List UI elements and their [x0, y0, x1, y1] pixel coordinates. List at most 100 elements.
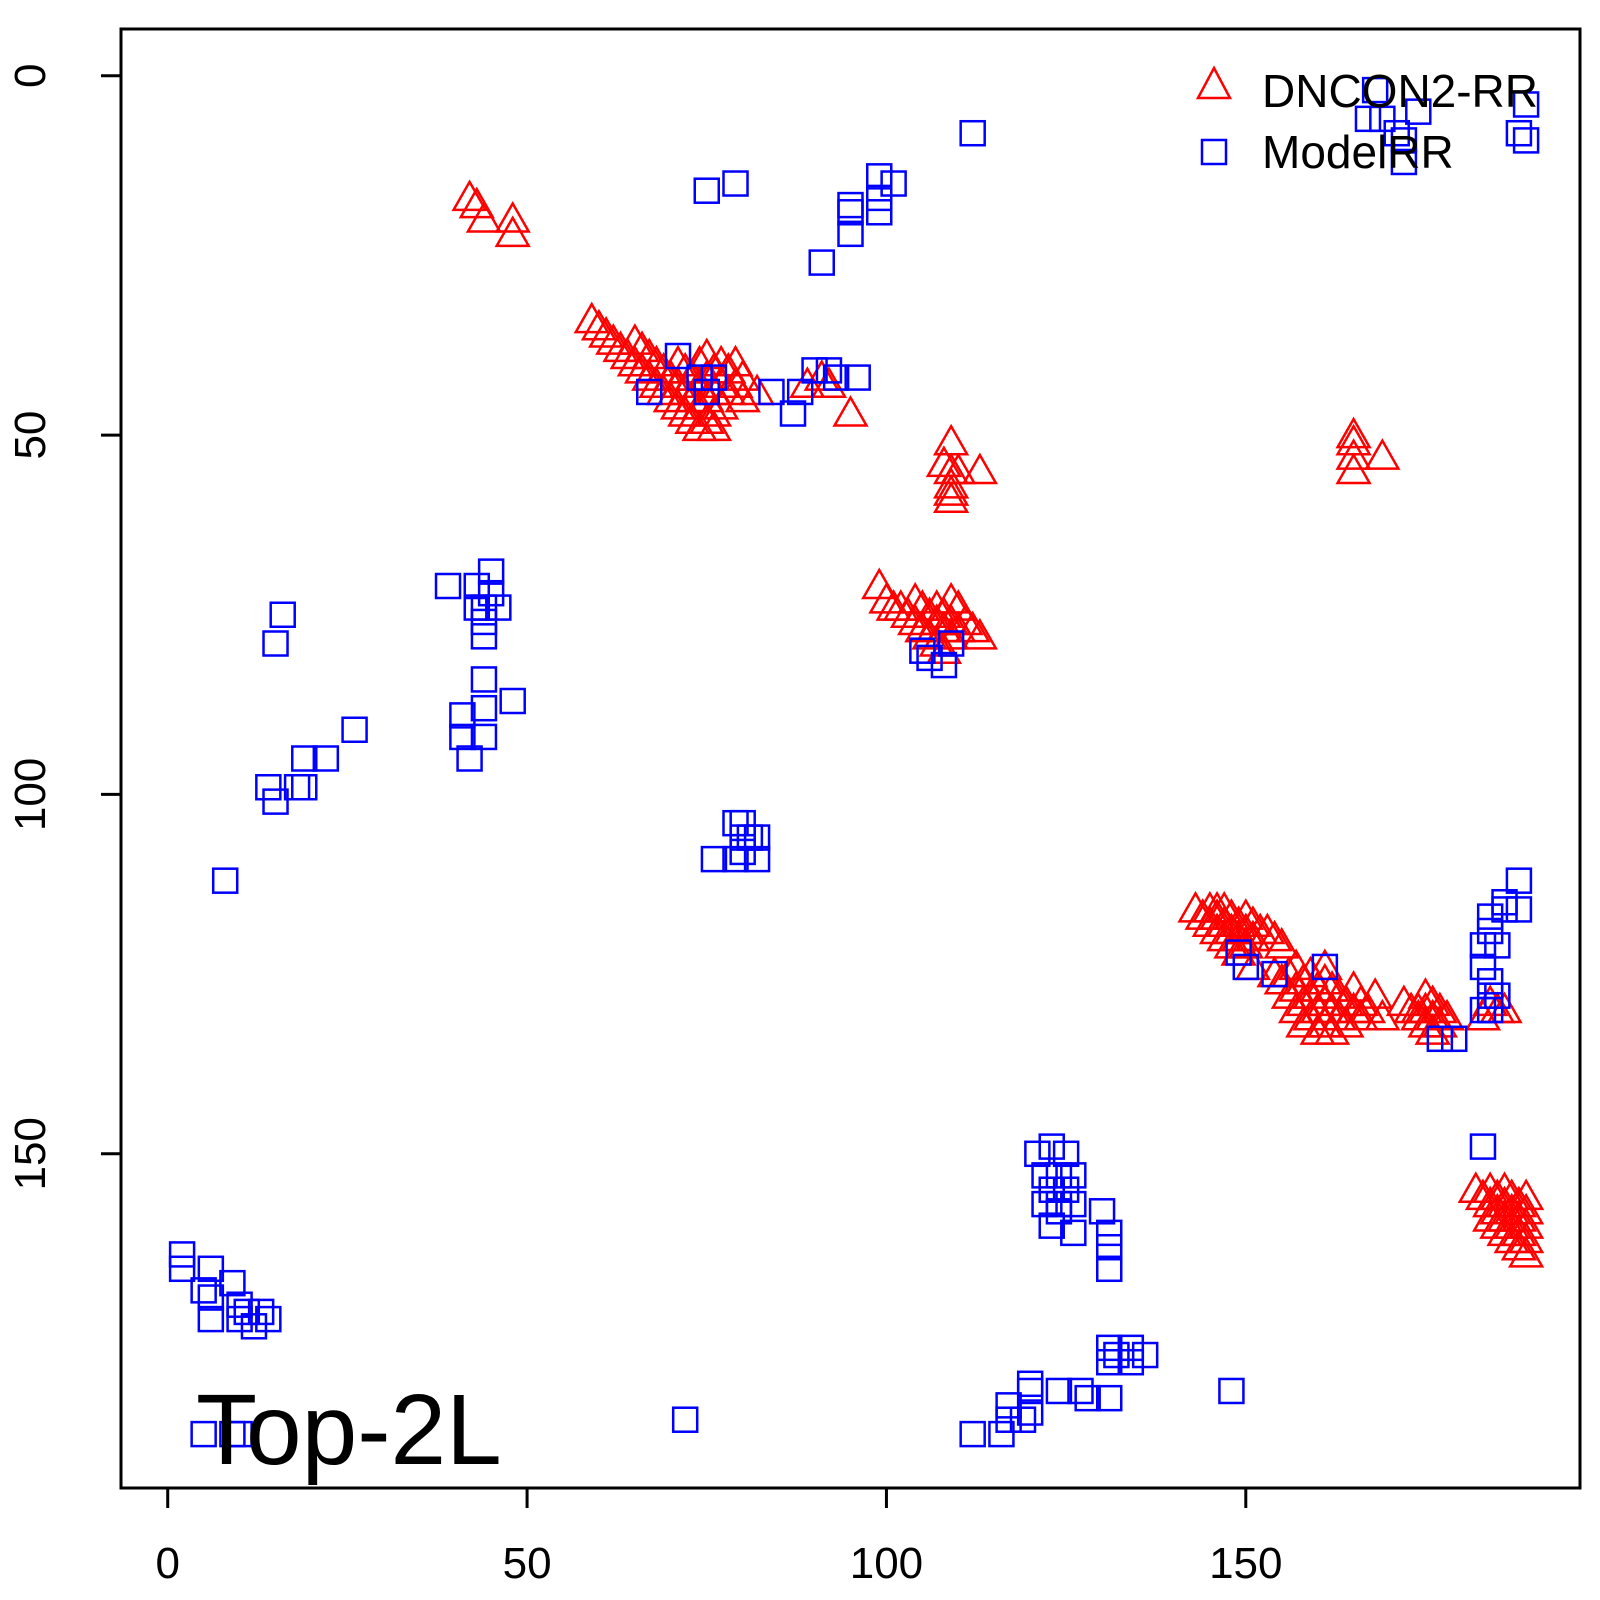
triangle-point: [1357, 977, 1394, 1009]
square-point: [168, 1241, 196, 1268]
square-point: [1131, 1341, 1159, 1369]
square-point: [470, 694, 498, 722]
triangle-point: [932, 481, 970, 514]
square-point: [1505, 119, 1533, 147]
triangle-point: [1263, 926, 1300, 959]
triangle-point: [1342, 998, 1379, 1031]
square-point: [211, 867, 239, 894]
triangle-point: [882, 589, 919, 621]
triangle-point: [638, 344, 675, 377]
square-point: [1390, 127, 1418, 154]
square-point: [786, 378, 814, 406]
series-modelrr: [168, 76, 1540, 1448]
triangle-point: [1421, 1005, 1459, 1038]
square-point: [693, 378, 721, 406]
triangle-point: [695, 409, 733, 442]
plot-marks: [168, 76, 1545, 1448]
square-point: [1052, 1176, 1080, 1203]
square-point: [1426, 1025, 1454, 1053]
square-point: [470, 594, 498, 621]
square-point: [815, 357, 843, 384]
square-point: [470, 608, 498, 636]
square-point: [1225, 939, 1252, 966]
square-point: [1476, 917, 1504, 945]
square-point: [1440, 1025, 1468, 1053]
triangle-point: [1385, 984, 1423, 1017]
x-tick-label: 0: [155, 1539, 179, 1588]
triangle-point: [932, 581, 970, 614]
square-point: [844, 364, 871, 391]
square-point: [959, 119, 986, 147]
square-point: [262, 630, 289, 657]
triangle-point: [1500, 1228, 1538, 1261]
square-point: [1311, 953, 1339, 981]
square-point: [1016, 1377, 1044, 1405]
square-point: [671, 1406, 699, 1433]
legend-marker-square: [1200, 138, 1228, 166]
triangle-point: [897, 581, 934, 614]
square-point: [837, 220, 864, 248]
square-point: [1484, 982, 1511, 1009]
square-point: [1052, 1140, 1080, 1168]
square-point: [1484, 932, 1511, 959]
square-point: [1060, 1219, 1087, 1247]
square-point: [916, 644, 943, 672]
triangle-point: [1421, 991, 1459, 1024]
triangle-point: [961, 452, 999, 485]
square-point: [219, 1269, 246, 1297]
triangle-point: [1507, 1235, 1545, 1268]
square-point: [729, 809, 756, 837]
square-point: [758, 378, 785, 406]
square-point: [255, 773, 282, 801]
square-point: [240, 1313, 268, 1340]
square-point: [449, 723, 476, 751]
square-point: [995, 1406, 1022, 1433]
square-point: [1383, 119, 1410, 147]
square-point: [837, 199, 864, 226]
square-point: [779, 400, 807, 427]
square-point: [1074, 1384, 1101, 1412]
legend-label-dncon2: DNCON2-RR: [1262, 65, 1538, 117]
triangle-point: [954, 610, 991, 643]
square-point: [1512, 91, 1540, 118]
triangle-point: [1313, 969, 1351, 1002]
triangle-point: [1493, 1221, 1530, 1254]
square-point: [880, 170, 907, 197]
square-point: [1095, 1255, 1123, 1283]
y-tick-label: 50: [6, 411, 55, 460]
triangle-point: [918, 589, 955, 621]
square-point: [463, 572, 491, 600]
triangle-point: [695, 394, 733, 427]
square-point: [801, 357, 828, 384]
triangle-point: [494, 215, 531, 248]
square-point: [341, 716, 368, 744]
square-point: [743, 845, 771, 873]
square-point: [693, 177, 721, 204]
triangle-point: [494, 200, 531, 233]
square-point: [233, 1298, 261, 1326]
square-point: [226, 1291, 253, 1318]
square-point: [1088, 1198, 1116, 1225]
square-point: [1232, 953, 1260, 981]
x-axis: 0 50 100 150: [155, 1486, 1283, 1588]
square-point: [1045, 1377, 1073, 1405]
square-point: [312, 745, 340, 772]
square-point: [1045, 1162, 1073, 1189]
triangle-point: [724, 359, 761, 391]
square-point: [664, 342, 692, 370]
square-point: [1469, 1133, 1497, 1160]
square-point: [1031, 1190, 1058, 1218]
square-point: [722, 845, 749, 873]
triangle-point: [932, 466, 970, 499]
square-point: [1405, 98, 1432, 125]
square-point: [1505, 896, 1533, 923]
triangle-point: [587, 315, 625, 348]
square-point: [485, 594, 512, 621]
square-point: [1067, 1377, 1094, 1405]
triangle-point: [1486, 1214, 1523, 1247]
triangle-point: [961, 617, 999, 650]
square-point: [1103, 1341, 1130, 1369]
y-tick-label: 0: [6, 63, 55, 87]
square-point: [1095, 1384, 1123, 1412]
square-point: [1095, 1233, 1123, 1261]
